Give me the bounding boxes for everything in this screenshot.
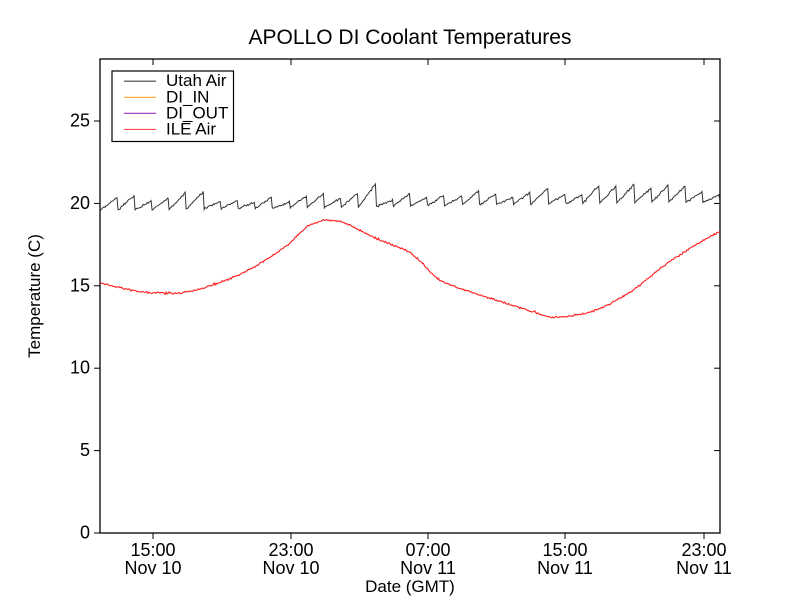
svg-text:10: 10 [70,358,90,378]
svg-text:15:00: 15:00 [130,540,175,560]
svg-text:Nov 10: Nov 10 [262,558,319,578]
svg-text:ILE Air: ILE Air [166,119,216,138]
svg-text:Nov 11: Nov 11 [676,558,732,578]
svg-text:Nov 11: Nov 11 [537,558,593,578]
svg-text:0: 0 [80,523,90,543]
svg-text:5: 5 [80,440,90,460]
svg-text:25: 25 [70,111,90,131]
svg-text:APOLLO DI Coolant Temperatures: APOLLO DI Coolant Temperatures [249,26,572,49]
svg-text:15: 15 [70,275,90,295]
svg-text:15:00: 15:00 [542,540,587,560]
svg-text:07:00: 07:00 [405,540,450,560]
svg-text:Temperature (C): Temperature (C) [25,234,44,358]
svg-text:20: 20 [70,193,90,213]
svg-text:Nov 11: Nov 11 [400,558,456,578]
svg-text:Date (GMT): Date (GMT) [365,577,455,596]
svg-text:23:00: 23:00 [268,540,313,560]
svg-text:23:00: 23:00 [681,540,726,560]
svg-text:Nov 10: Nov 10 [124,558,181,578]
